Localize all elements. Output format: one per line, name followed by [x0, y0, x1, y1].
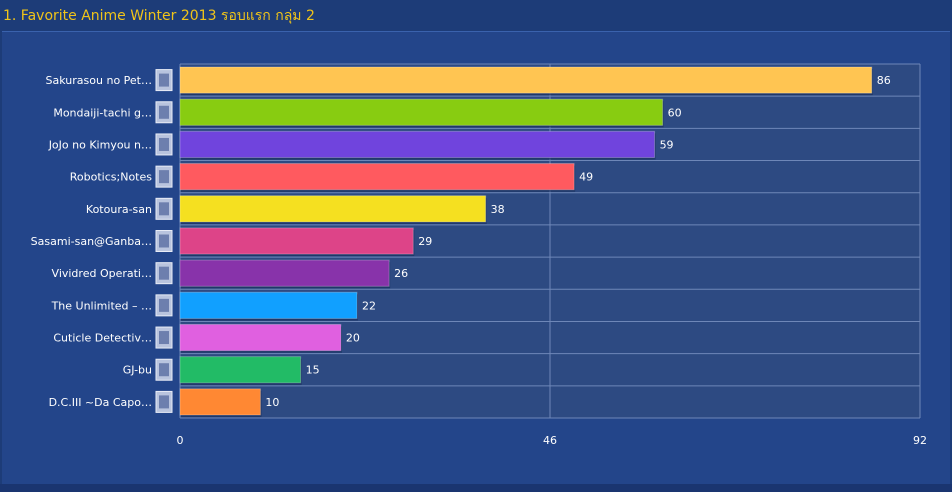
bar [179, 130, 656, 159]
category-label: Cuticle Detectiv… [53, 332, 152, 345]
bar-value-label: 38 [491, 203, 505, 216]
anime-thumbnail-art [159, 363, 169, 377]
category-label: D.C.III ~Da Capo… [49, 396, 152, 409]
anime-thumbnail-art [159, 331, 169, 345]
bar-value-label: 20 [346, 332, 360, 345]
bar-value-label: 29 [418, 235, 432, 248]
category-label: GJ-bu [123, 364, 152, 377]
anime-thumbnail-art [159, 202, 169, 216]
x-tick-label: 92 [913, 434, 927, 447]
category-label: Kotoura-san [86, 203, 152, 216]
bar [179, 291, 358, 319]
anime-thumbnail-art [159, 73, 169, 87]
chart-title: 1. Favorite Anime Winter 2013 รอบแรก กลุ… [3, 8, 315, 24]
category-label: Sakurasou no Pet… [46, 74, 152, 87]
bar-value-label: 86 [877, 74, 891, 87]
category-label: Robotics;Notes [70, 171, 152, 184]
bar [179, 323, 342, 352]
chart-panel: 86 Sakurasou no Pet… 60 Mondaiji-tachi g… 59… [2, 31, 950, 484]
bar-value-label: 10 [265, 396, 279, 409]
category-label: Sasami-san@Ganba… [31, 235, 152, 248]
bar-value-label: 22 [362, 299, 376, 312]
x-tick-label: 46 [543, 434, 557, 447]
bottom-strip [0, 484, 952, 492]
anime-thumbnail-art [159, 105, 169, 119]
bar [179, 356, 302, 384]
bar [179, 259, 390, 287]
bar-chart: 86 Sakurasou no Pet… 60 Mondaiji-tachi g… 59… [31, 63, 927, 447]
bar-value-label: 26 [394, 267, 408, 280]
anime-thumbnail-art [159, 137, 169, 151]
bar [179, 227, 414, 255]
bar [179, 195, 487, 223]
anime-thumbnail-art [159, 170, 169, 184]
x-tick-label: 0 [177, 434, 184, 447]
bar [179, 66, 873, 94]
bar-value-label: 59 [660, 138, 674, 151]
anime-thumbnail-art [159, 234, 169, 248]
bar-value-label: 15 [306, 364, 320, 377]
bar [179, 388, 261, 416]
bar [179, 98, 664, 126]
category-label: Mondaiji-tachi g… [53, 106, 152, 119]
anime-thumbnail-art [159, 298, 169, 312]
anime-thumbnail-art [159, 266, 169, 280]
category-label: JoJo no Kimyou n… [48, 138, 152, 151]
bar [179, 163, 575, 191]
anime-thumbnail-art [159, 395, 169, 409]
bar-value-label: 60 [668, 106, 682, 119]
bar-value-label: 49 [579, 171, 593, 184]
category-label: Vividred Operati… [52, 267, 152, 280]
category-label: The Unlimited – … [51, 299, 152, 312]
